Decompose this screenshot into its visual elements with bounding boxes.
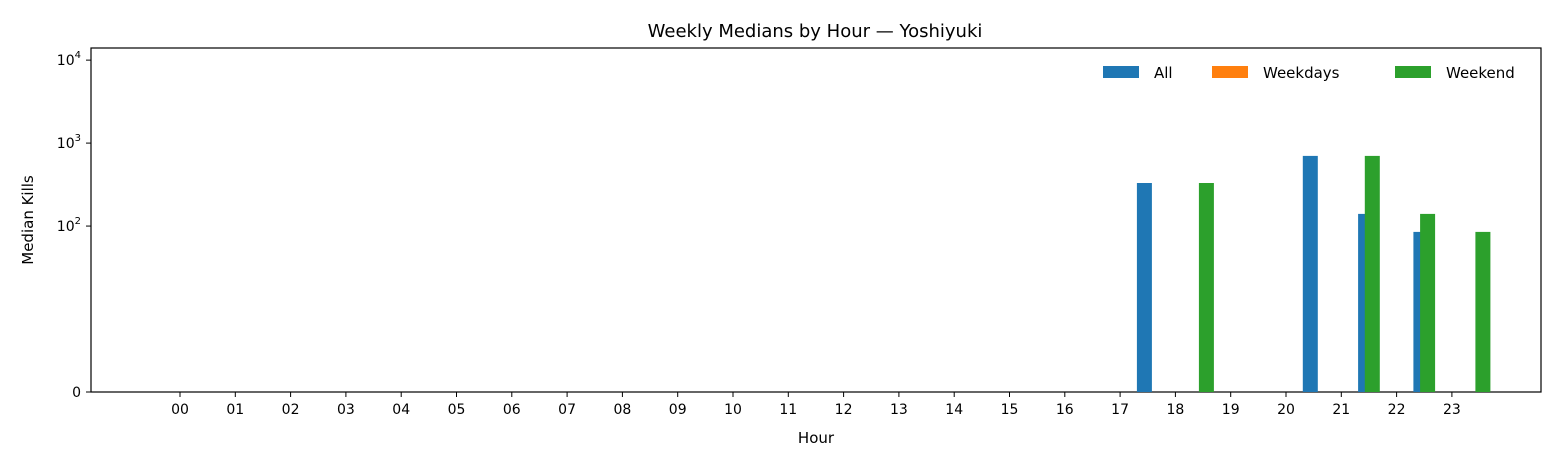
- x-tick-label-20: 20: [1277, 402, 1295, 418]
- x-tick-label-14: 14: [945, 402, 963, 418]
- legend-label-weekdays: Weekdays: [1263, 64, 1340, 82]
- x-tick-label-02: 02: [282, 402, 300, 418]
- y-tick-label: 104: [57, 50, 81, 69]
- x-tick-label-15: 15: [1001, 402, 1019, 418]
- x-tick-label-06: 06: [503, 402, 521, 418]
- legend-swatch-all: [1103, 66, 1139, 78]
- legend-label-weekend: Weekend: [1446, 64, 1515, 82]
- x-tick-label-04: 04: [392, 402, 410, 418]
- y-axis-label: Median Kills: [19, 175, 37, 265]
- x-tick-label-01: 01: [226, 402, 244, 418]
- y-tick-label: 0: [72, 385, 81, 401]
- bars-group: [1136, 155, 1491, 392]
- legend-swatch-weekend: [1395, 66, 1431, 78]
- x-tick-label-13: 13: [890, 402, 908, 418]
- x-tick-label-17: 17: [1111, 402, 1129, 418]
- x-tick-label-07: 07: [558, 402, 576, 418]
- x-tick-label-08: 08: [613, 402, 631, 418]
- x-tick-label-16: 16: [1056, 402, 1074, 418]
- y-axis: 0 102 103 104: [57, 50, 91, 401]
- legend-swatch-weekdays: [1212, 66, 1248, 78]
- bar-weekend-22: [1420, 213, 1436, 392]
- legend-label-all: All: [1154, 64, 1173, 82]
- x-tick-label-05: 05: [448, 402, 466, 418]
- x-tick-label-10: 10: [724, 402, 742, 418]
- x-tick-label-09: 09: [669, 402, 687, 418]
- x-tick-label-23: 23: [1443, 402, 1461, 418]
- x-tick-label-18: 18: [1166, 402, 1184, 418]
- x-tick-label-11: 11: [779, 402, 797, 418]
- y-tick-label: 103: [57, 133, 81, 152]
- x-axis: 00 01 02 03 04 05 06 07 08 09 10 11 12 13 14 15 16 17 18 19…: [171, 392, 1461, 418]
- y-tick-label: 102: [57, 216, 81, 235]
- plot-frame: [90, 47, 1542, 393]
- legend: All Weekdays Weekend: [1103, 64, 1515, 82]
- x-tick-label-21: 21: [1332, 402, 1350, 418]
- x-tick-label-12: 12: [835, 402, 853, 418]
- chart-title: Weekly Medians by Hour — Yoshiyuki: [648, 21, 983, 42]
- x-tick-label-03: 03: [337, 402, 355, 418]
- bar-weekend-21: [1364, 155, 1380, 392]
- x-tick-label-22: 22: [1388, 402, 1406, 418]
- bar-all-18: [1136, 183, 1152, 392]
- x-tick-label-00: 00: [171, 402, 189, 418]
- bar-all-21: [1302, 155, 1318, 392]
- x-tick-label-19: 19: [1222, 402, 1240, 418]
- bar-weekend-18: [1198, 183, 1214, 392]
- bar-weekend-23: [1475, 231, 1491, 392]
- x-axis-label: Hour: [798, 429, 835, 447]
